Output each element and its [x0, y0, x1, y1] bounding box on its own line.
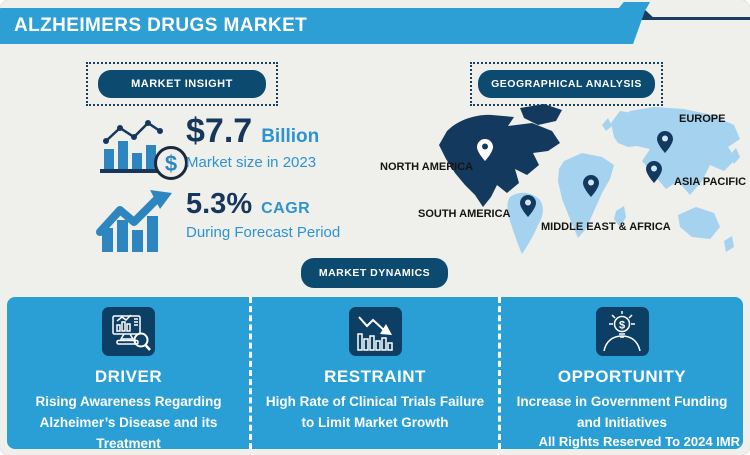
page-title: ALZHEIMERS DRUGS MARKET: [14, 15, 308, 36]
pin-north-america-icon: [477, 139, 493, 161]
restraint-description: High Rate of Clinical Trials Failure to …: [265, 394, 485, 430]
growth-arrow-chart-icon: [94, 188, 184, 259]
monitor-analysis-icon: [102, 307, 155, 356]
pin-middle-east-africa-icon: [583, 175, 599, 197]
declining-chart-icon: [348, 307, 402, 356]
market-size-value: $7.7: [186, 112, 253, 150]
svg-text:$: $: [619, 319, 625, 331]
svg-text:$: $: [165, 151, 177, 176]
driver-description: Rising Awareness Regarding Alzheimer’s D…: [35, 394, 222, 451]
pin-europe-icon: [657, 131, 673, 153]
market-insight-badge-frame: MARKET INSIGHT: [86, 62, 278, 106]
map-label-north-america: NORTH AMERICA: [380, 161, 474, 173]
idea-person-icon: $: [595, 307, 649, 356]
driver-card: DRIVER Rising Awareness Regarding Alzhei…: [8, 301, 249, 455]
pin-south-america-icon: [520, 195, 536, 217]
header-ribbon: ALZHEIMERS DRUGS MARKET: [0, 8, 646, 44]
opportunity-description: Increase in Government Funding and Initi…: [516, 394, 728, 430]
cagr-caption: During Forecast Period: [186, 224, 341, 241]
ribbon-flap: [618, 2, 650, 9]
panel-divider: [498, 297, 501, 449]
market-size-chart-icon: $: [96, 116, 190, 187]
opportunity-card: $ OPPORTUNITY Increase in Government Fun…: [501, 301, 743, 434]
map-label-europe: EUROPE: [679, 113, 726, 125]
world-map-svg: [439, 104, 740, 254]
market-size-stat: $7.7 Billion Market size in 2023: [186, 112, 319, 171]
map-label-south-america: SOUTH AMERICA: [418, 208, 511, 220]
geographical-analysis-badge-frame: GEOGRAPHICAL ANALYSIS: [470, 62, 663, 106]
driver-title: DRIVER: [94, 367, 163, 386]
cagr-value: 5.3%: [186, 188, 253, 220]
panel-divider: [249, 297, 252, 449]
market-insight-badge: MARKET INSIGHT: [98, 70, 266, 98]
cagr-unit: CAGR: [261, 200, 311, 217]
copyright-note: All Rights Reserved To 2024 IMR: [538, 434, 740, 449]
restraint-title: RESTRAINT: [324, 367, 426, 386]
map-label-asia-pacific: ASIA PACIFIC: [674, 176, 747, 188]
market-dynamics-badge: MARKET DYNAMICS: [301, 258, 448, 288]
world-map: NORTH AMERICA EUROPE ASIA PACIFIC SOUTH …: [362, 103, 750, 261]
map-label-middle-east-africa: MIDDLE EAST & AFRICA: [541, 221, 671, 233]
market-size-caption: Market size in 2023: [186, 154, 317, 171]
restraint-card: RESTRAINT High Rate of Clinical Trials F…: [252, 301, 498, 434]
market-size-unit: Billion: [261, 126, 320, 147]
geographical-analysis-badge: GEOGRAPHICAL ANALYSIS: [478, 70, 655, 98]
opportunity-title: OPPORTUNITY: [557, 367, 687, 386]
pin-asia-pacific-icon: [646, 161, 662, 183]
cagr-stat: 5.3% CAGR During Forecast Period: [186, 188, 340, 241]
header-rule-line: [646, 17, 750, 20]
